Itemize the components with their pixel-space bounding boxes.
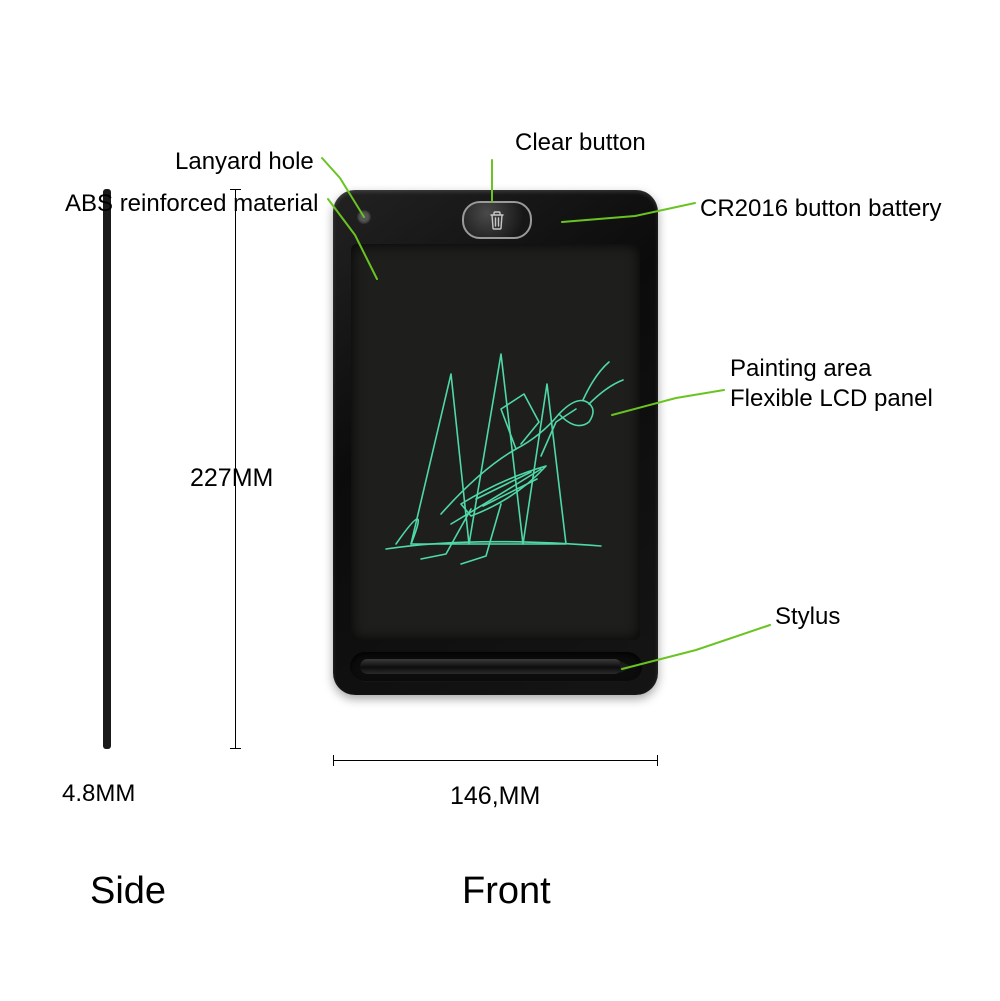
label-width: 146,MM	[450, 782, 540, 811]
callout-clear: Clear button	[515, 129, 646, 157]
callout-lanyard: Lanyard hole	[175, 148, 325, 176]
lcd-drawing	[351, 244, 640, 640]
clear-button	[462, 201, 532, 239]
title-side: Side	[90, 870, 166, 913]
width-dimension-line	[333, 760, 658, 761]
tablet-body	[333, 190, 658, 695]
stylus	[360, 659, 622, 674]
trash-icon	[488, 210, 506, 230]
side-thickness-bar	[103, 189, 111, 749]
callout-abs: ABS reinforced material	[65, 190, 215, 218]
stylus-slot	[350, 652, 642, 682]
label-thickness: 4.8MM	[62, 780, 135, 808]
callout-panel: Painting area Flexible LCD panel	[730, 354, 933, 414]
lanyard-hole	[357, 210, 371, 224]
callout-stylus: Stylus	[775, 603, 840, 631]
product-diagram: 4.8MM 227MM 146,MM Side Front Lanyard ho…	[0, 0, 1000, 1001]
label-height: 227MM	[190, 464, 273, 493]
title-front: Front	[462, 870, 551, 913]
callout-battery: CR2016 button battery	[700, 195, 942, 223]
lcd-screen	[351, 244, 640, 640]
